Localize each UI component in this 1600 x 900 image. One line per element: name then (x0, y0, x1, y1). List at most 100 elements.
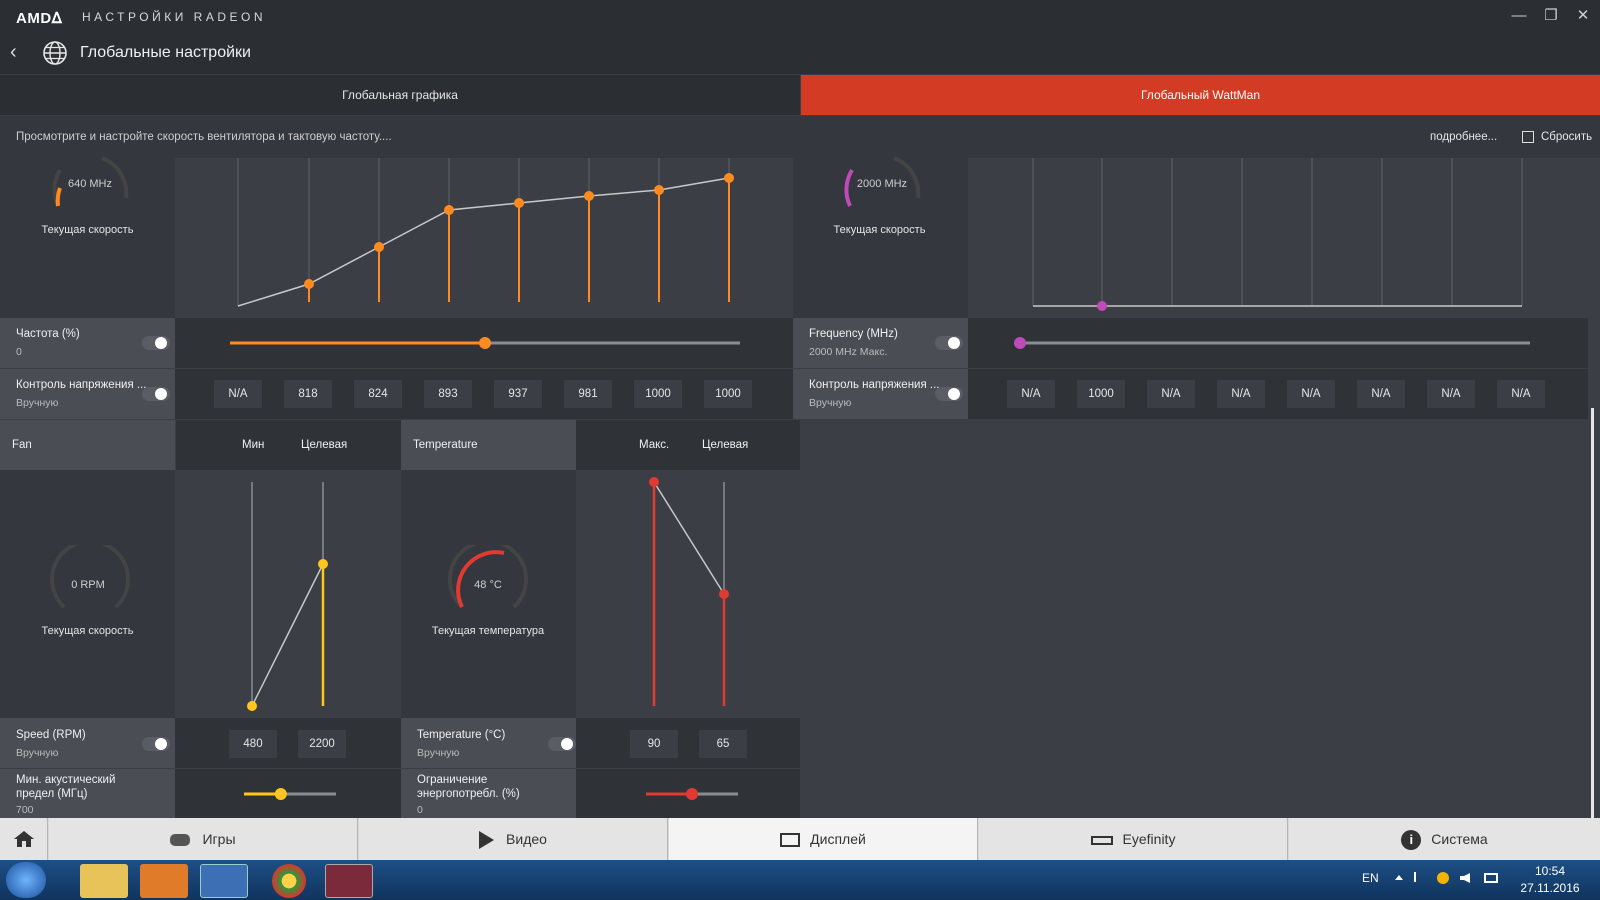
temperature-header: Temperature (413, 439, 478, 451)
nav-display-label: Дисплей (810, 831, 866, 847)
start-button[interactable] (6, 862, 46, 898)
gpu-state-3[interactable]: 893 (424, 380, 472, 408)
gpu-voltage-title: Контроль напряжения ... (16, 379, 147, 391)
memory-state-1[interactable]: 1000 (1077, 380, 1125, 408)
nav-video[interactable]: Видео (359, 818, 668, 860)
globe-icon (43, 41, 67, 65)
flag-icon[interactable] (1414, 872, 1424, 882)
power-label-cell (401, 769, 576, 818)
gpu-clock-chart[interactable] (176, 158, 800, 318)
memory-state-7[interactable]: N/A (1497, 380, 1545, 408)
scrollbar[interactable] (1591, 408, 1594, 818)
radeon-settings-icon[interactable] (325, 864, 373, 898)
gpu-state-4[interactable]: 937 (494, 380, 542, 408)
volume-icon[interactable] (1460, 873, 1470, 883)
media-player-icon[interactable] (140, 864, 188, 898)
gpu-chart-panel (176, 158, 800, 318)
memory-state-0[interactable]: N/A (1007, 380, 1055, 408)
fan-min-value[interactable]: 480 (229, 730, 277, 758)
memory-chart-panel (968, 158, 1600, 318)
home-button[interactable] (0, 818, 48, 860)
gpu-state-6[interactable]: 1000 (634, 380, 682, 408)
memory-gauge-panel (793, 158, 968, 318)
nav-system[interactable]: i Система (1289, 818, 1600, 860)
memory-state-4[interactable]: N/A (1287, 380, 1335, 408)
power-slider-thumb (686, 788, 698, 800)
nav-games[interactable]: Игры (49, 818, 358, 860)
memory-frequency-slider-thumb (1014, 337, 1026, 349)
gpu-state-1[interactable]: 818 (284, 380, 332, 408)
nav-system-label: Система (1431, 831, 1488, 847)
fan-columns-header (176, 420, 401, 470)
nav-eyefinity[interactable]: Eyefinity (979, 818, 1288, 860)
temperature-max-value[interactable]: 90 (630, 730, 678, 758)
gpu-frequency-slider[interactable] (220, 333, 750, 353)
temperature-mode: Вручную (417, 747, 460, 759)
chrome-icon[interactable] (272, 864, 306, 898)
nav-video-label: Видео (506, 831, 547, 847)
fan-chart-panel (176, 470, 401, 718)
memory-state-6[interactable]: N/A (1427, 380, 1475, 408)
gpu-gauge-panel (0, 158, 175, 318)
gpu-voltage-toggle-knob[interactable] (155, 388, 167, 400)
tab-global-wattman[interactable]: Глобальный WattMan (801, 75, 1600, 115)
page-title: Глобальные настройки (80, 44, 251, 61)
fan-speed-mode: Вручную (16, 747, 59, 759)
tray-date[interactable]: 27.11.2016 (1520, 881, 1580, 895)
fan-gauge-value: 0 RPM (71, 579, 105, 591)
gpu-state-0[interactable]: N/A (214, 380, 262, 408)
gpu-state-point-4 (514, 198, 524, 208)
fan-min-point (247, 701, 257, 711)
fan-speed-toggle-knob[interactable] (155, 738, 167, 750)
fan-curve-chart[interactable] (176, 470, 401, 718)
tray-expand-icon[interactable] (1395, 875, 1403, 880)
gpu-state-point-1 (304, 279, 314, 289)
explorer-icon[interactable] (80, 864, 128, 898)
tray-language[interactable]: EN (1362, 871, 1379, 885)
fan-speed-gauge (50, 545, 130, 609)
back-icon[interactable]: ‹ (10, 41, 17, 63)
temperature-gauge-panel (401, 470, 576, 718)
close-button[interactable]: ✕ (1576, 7, 1590, 24)
memory-frequency-slider[interactable] (1010, 333, 1540, 353)
acoustic-limit-slider[interactable] (240, 784, 340, 804)
temperature-toggle-knob[interactable] (561, 738, 573, 750)
gpu-voltage-mode: Вручную (16, 397, 59, 409)
memory-state-2[interactable]: N/A (1147, 380, 1195, 408)
memory-gauge-label: Текущая скорость (833, 224, 926, 236)
network-icon[interactable] (1484, 873, 1498, 883)
restore-button[interactable]: ❐ (1544, 7, 1558, 24)
temperature-curve-chart[interactable] (576, 470, 800, 718)
temperature-target-value[interactable]: 65 (699, 730, 747, 758)
nav-display[interactable]: Дисплей (669, 818, 978, 860)
gpu-state-point-2 (374, 242, 384, 252)
fan-speed-title: Speed (RPM) (16, 729, 86, 741)
temperature-chart-panel (576, 470, 800, 718)
memory-state-5[interactable]: N/A (1357, 380, 1405, 408)
gpu-state-5[interactable]: 981 (564, 380, 612, 408)
tray-time[interactable]: 10:54 (1534, 864, 1566, 878)
fan-gauge-panel (0, 470, 175, 718)
minimize-button[interactable]: — (1511, 7, 1527, 24)
acoustic-value: 700 (16, 804, 34, 816)
power-limit-slider[interactable] (642, 784, 742, 804)
gpu-state-point-6 (654, 185, 664, 195)
reset-icon[interactable] (1522, 131, 1534, 143)
fan-target-value[interactable]: 2200 (298, 730, 346, 758)
memory-voltage-toggle-knob[interactable] (948, 388, 960, 400)
temperature-title: Temperature (°C) (417, 729, 506, 741)
temperature-gauge (448, 545, 528, 609)
more-link[interactable]: подробнее... (1430, 131, 1498, 143)
save-app-icon[interactable] (200, 864, 248, 898)
gpu-state-7[interactable]: 1000 (704, 380, 752, 408)
header-bar (0, 34, 1600, 74)
reset-button[interactable]: Сбросить (1541, 131, 1593, 143)
memory-clock-chart[interactable] (968, 158, 1568, 318)
tab-global-graphics[interactable]: Глобальная графика (0, 75, 800, 115)
windows-taskbar (0, 860, 1600, 900)
security-icon[interactable] (1437, 872, 1449, 884)
gpu-state-2[interactable]: 824 (354, 380, 402, 408)
memory-frequency-toggle-knob[interactable] (948, 337, 960, 349)
memory-state-3[interactable]: N/A (1217, 380, 1265, 408)
gpu-frequency-toggle-knob[interactable] (155, 337, 167, 349)
